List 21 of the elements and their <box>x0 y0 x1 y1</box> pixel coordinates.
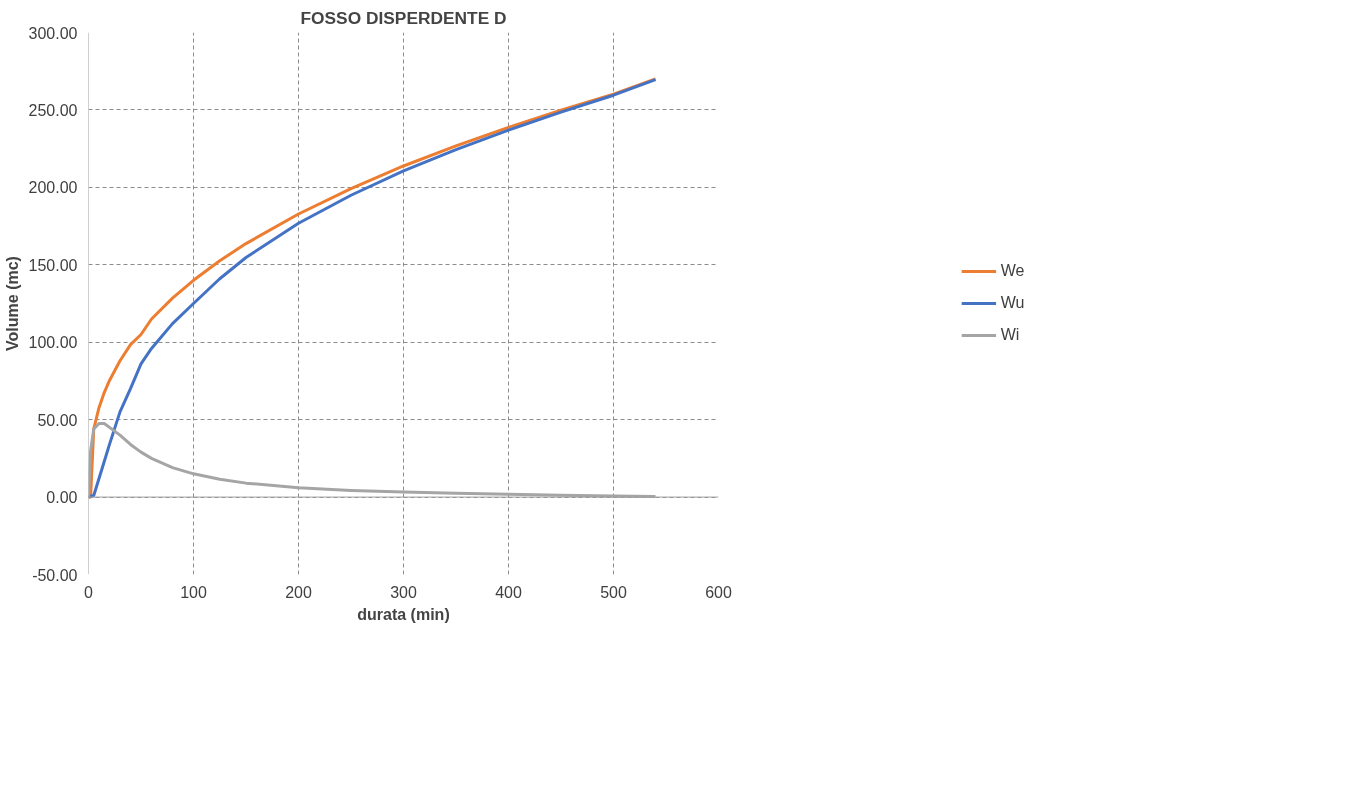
legend-label: We <box>1000 262 1025 280</box>
chart-title: FOSSO DISPERDENTE D <box>300 7 507 28</box>
legend-label: Wu <box>1000 294 1025 312</box>
x-tick-label: 500 <box>600 583 627 601</box>
x-tick-label: 100 <box>180 583 207 601</box>
x-tick-label: 600 <box>705 583 732 601</box>
x-axis-title: durata (min) <box>357 605 450 623</box>
x-tick-label: 400 <box>495 583 522 601</box>
y-tick-label: -50.00 <box>32 566 78 584</box>
y-tick-label: 300.00 <box>28 24 78 42</box>
legend-label: Wi <box>1000 326 1021 344</box>
y-tick-label: 150.00 <box>28 256 78 274</box>
y-tick-label: 0.00 <box>46 489 78 507</box>
y-tick-label: 200.00 <box>28 179 78 197</box>
x-tick-label: 200 <box>285 583 312 601</box>
x-tick-label: 300 <box>390 583 417 601</box>
y-tick-label: 50.00 <box>37 411 78 429</box>
y-tick-label: 250.00 <box>28 101 78 119</box>
x-tick-label: 0 <box>84 583 94 601</box>
y-axis-title: Volume (mc) <box>3 256 21 351</box>
y-tick-label: 100.00 <box>28 334 78 352</box>
